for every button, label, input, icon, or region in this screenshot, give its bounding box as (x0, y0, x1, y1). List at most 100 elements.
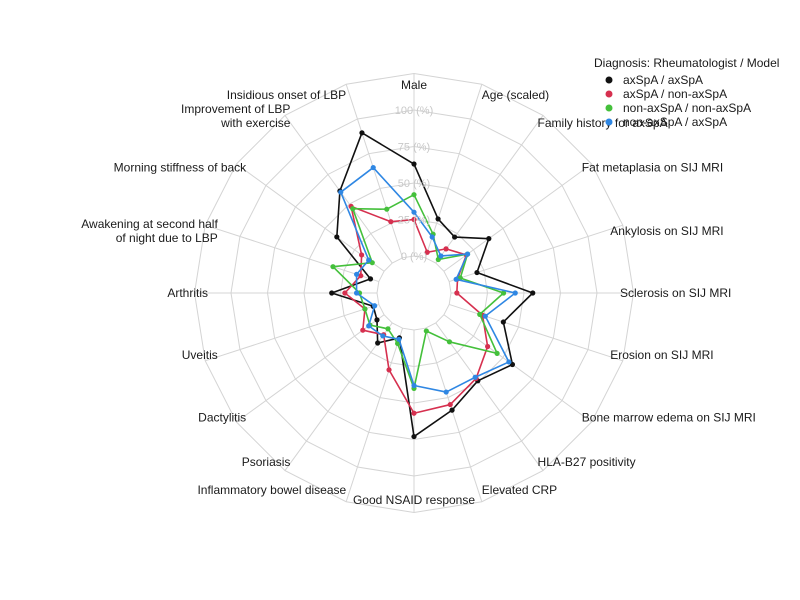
radial-tick-labels: 0 (%) 25 (%) 50 (%) 75 (%) 100 (%) (395, 105, 434, 263)
data-point (447, 401, 453, 408)
data-point (362, 306, 368, 312)
grid-spoke (236, 314, 385, 423)
data-point (353, 271, 360, 277)
data-point (370, 164, 376, 171)
data-point (353, 290, 360, 296)
grid-spoke (236, 163, 385, 272)
data-point (472, 374, 478, 380)
axis-label: Family history for axSpA (538, 116, 668, 130)
legend-title: Diagnosis: Rheumatologist / Model (594, 56, 779, 70)
data-point (494, 350, 500, 356)
legend-swatch (605, 104, 613, 112)
data-point (411, 216, 417, 223)
data-point (485, 343, 491, 350)
axis-label: Fat metaplasia on SIJ MRI (582, 160, 723, 174)
data-point (443, 389, 449, 395)
data-point (359, 130, 365, 136)
grid-spoke (345, 84, 404, 258)
data-point (385, 326, 391, 332)
legend-swatch (605, 90, 613, 98)
radial-tick-label: 25 (%) (398, 215, 430, 227)
axis-label: Dactylitis (198, 411, 246, 425)
grid-ring (376, 255, 452, 331)
data-point (453, 276, 459, 282)
grid-spoke (443, 314, 592, 423)
legend-label: non-axSpA / non-axSpA (623, 101, 751, 115)
axis-label: Arthritis (167, 286, 208, 300)
data-point (449, 407, 455, 413)
axis-label: Uveitis (182, 348, 218, 362)
data-point (500, 319, 506, 325)
grid-spoke (424, 328, 483, 502)
legend-label: non-axSpA / axSpA (623, 115, 727, 129)
data-point (338, 189, 344, 195)
data-point (423, 328, 429, 334)
radial-tick-label: 100 (%) (395, 105, 434, 117)
data-point (424, 249, 430, 255)
axis-label: Erosion on SIJ MRI (610, 348, 713, 362)
data-point (366, 323, 372, 329)
data-point (411, 192, 417, 198)
data-point (396, 336, 402, 342)
data-point (474, 269, 480, 276)
legend: Diagnosis: Rheumatologist / Model axSpA … (594, 56, 779, 129)
axis-label: Good NSAID response (353, 493, 475, 507)
series-4 (338, 164, 518, 395)
data-point (388, 219, 394, 225)
axis-label: Morning stiffness of back (114, 160, 248, 174)
grid-spoke (284, 322, 393, 471)
data-point (464, 251, 471, 257)
data-point (452, 234, 458, 240)
grid-spoke (345, 328, 404, 502)
data-point (375, 340, 381, 346)
data-point (482, 313, 488, 319)
data-point (342, 290, 348, 296)
data-point (374, 317, 380, 323)
data-point (350, 206, 356, 212)
data-point (500, 290, 507, 296)
axis-label: Insidious onset of LBP (227, 88, 346, 102)
grid-spoke (205, 224, 379, 283)
data-point (446, 339, 453, 345)
data-point (330, 264, 336, 270)
axis-label: Psoriasis (242, 455, 291, 469)
axis-label: Age (scaled) (482, 88, 549, 102)
axis-label: Elevated CRP (482, 483, 557, 497)
axis-label: Sclerosis on SIJ MRI (620, 286, 731, 300)
legend-swatch (605, 118, 613, 126)
legend-item: axSpA / axSpA (605, 73, 703, 87)
data-point (334, 234, 340, 240)
data-point (512, 290, 518, 296)
data-point (329, 290, 335, 296)
data-point (411, 410, 417, 416)
data-point (359, 252, 365, 258)
axis-label: Ankylosis on SIJ MRI (610, 224, 723, 238)
data-point (384, 206, 390, 212)
data-point (358, 273, 364, 279)
axis-label: Awakening at second half of night due to … (81, 217, 218, 245)
data-point (366, 257, 372, 263)
legend-label: axSpA / non-axSpA (623, 87, 727, 101)
data-point (443, 246, 449, 252)
axis-label: HLA-B27 positivity (538, 455, 636, 469)
axis-label: Bone marrow edema on SIJ MRI (582, 411, 756, 425)
axis-label: Inflammatory bowel disease (197, 483, 346, 497)
radial-tick-label: 50 (%) (398, 178, 430, 190)
data-point (454, 290, 460, 296)
data-point (367, 276, 374, 282)
data-point (477, 311, 483, 317)
legend-swatch (605, 76, 613, 84)
radar-grid (193, 72, 635, 514)
radar-series (329, 130, 536, 440)
axis-label: Improvement of LBP with exercise (181, 102, 291, 130)
legend-item: non-axSpA / axSpA (605, 115, 727, 129)
axis-label: Male (401, 78, 427, 92)
data-point (372, 303, 378, 309)
legend-label: axSpA / axSpA (623, 73, 703, 87)
data-point (380, 333, 386, 339)
radial-tick-label: 0 (%) (401, 251, 427, 263)
data-point (530, 290, 536, 296)
data-point (506, 359, 512, 365)
